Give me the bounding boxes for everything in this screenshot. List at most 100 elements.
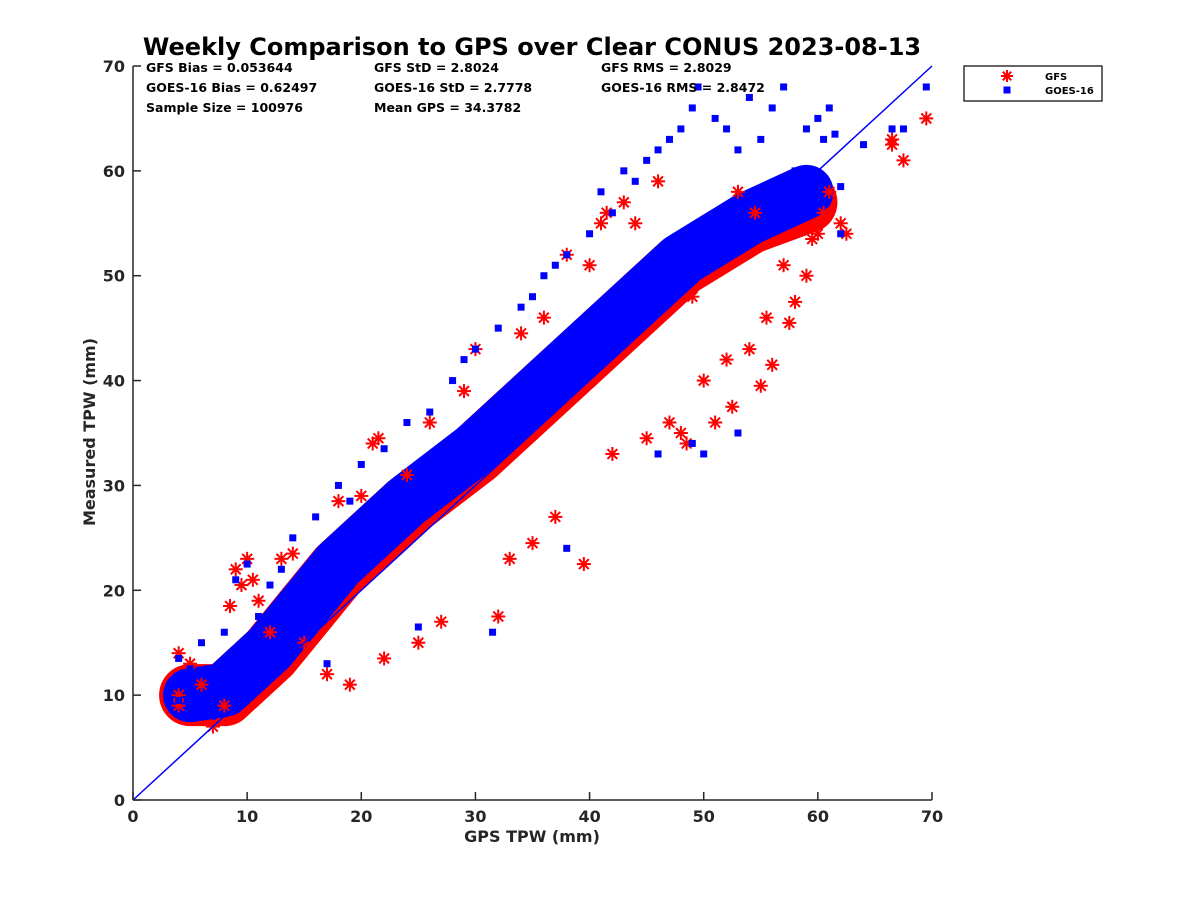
- stat-text: GFS RMS = 2.8029: [601, 60, 732, 75]
- axes: 0 10 20 30 40 50 60 70 0 10 20 30 40 50 60 70: [103, 57, 943, 826]
- goes16-point: [529, 293, 536, 301]
- goes16-point: [220, 628, 228, 636]
- asterisk-stroke: [424, 416, 436, 429]
- legend-goes16-marker: [1003, 86, 1011, 94]
- x-tick-label: 50: [693, 807, 715, 826]
- asterisk-stroke: [412, 637, 425, 649]
- gfs-point: [576, 557, 591, 572]
- goes16-point: [243, 560, 251, 568]
- goes16-point: [266, 581, 274, 589]
- goes16-point: [494, 324, 502, 332]
- asterisk-stroke: [195, 679, 208, 691]
- gfs-point: [673, 426, 688, 440]
- asterisk-stroke: [492, 610, 504, 623]
- y-tick-label: 0: [114, 791, 125, 810]
- goes16-point: [899, 125, 907, 133]
- goes16-point: [460, 356, 468, 364]
- goes16-point: [768, 104, 776, 112]
- gfs-point: [782, 315, 797, 330]
- asterisk-stroke: [458, 385, 470, 397]
- goes16-point: [734, 429, 742, 437]
- asterisk-stroke: [578, 558, 590, 570]
- asterisk-stroke: [663, 416, 676, 429]
- gfs-point: [788, 294, 803, 309]
- asterisk-stroke: [766, 359, 778, 371]
- gfs-point: [217, 698, 232, 713]
- asterisk-stroke: [675, 427, 687, 439]
- y-tick-label: 40: [103, 372, 125, 391]
- goes16-point: [289, 534, 297, 542]
- stats-annotations: GFS Bias = 0.053644 GFS StD = 2.8024 GFS R…: [146, 60, 765, 115]
- gfs-point: [833, 216, 848, 231]
- goes16-point: [540, 272, 548, 280]
- goes16-point: [471, 345, 479, 353]
- goes16-point: [597, 188, 605, 196]
- gfs-point: [759, 310, 774, 325]
- asterisk-stroke: [709, 416, 721, 429]
- gfs-point: [725, 399, 740, 414]
- gfs-point: [525, 536, 540, 551]
- goes16-point: [277, 565, 285, 573]
- asterisk-stroke: [321, 668, 333, 680]
- asterisk-stroke: [755, 380, 767, 392]
- asterisk-stroke: [817, 207, 830, 219]
- asterisk-stroke: [549, 511, 561, 523]
- asterisk-stroke: [640, 432, 653, 444]
- gfs-point: [411, 635, 426, 650]
- dense-point-clouds: [159, 164, 838, 727]
- goes16-point: [357, 460, 365, 468]
- asterisk-stroke: [355, 490, 367, 502]
- x-tick-label: 30: [464, 807, 486, 826]
- asterisk-stroke: [583, 259, 596, 271]
- gfs-point: [342, 677, 357, 692]
- goes16-point: [734, 146, 742, 154]
- goes16-point: [255, 613, 263, 620]
- y-tick-label: 10: [103, 686, 125, 705]
- gfs-point: [730, 184, 745, 199]
- gfs-point: [377, 651, 392, 666]
- goes16-point: [654, 450, 662, 458]
- goes16-point: [489, 628, 497, 636]
- x-axis-label: GPS TPW (mm): [464, 827, 600, 846]
- goes16-point: [426, 408, 434, 416]
- goes16-point: [831, 130, 839, 138]
- goes16-point: [654, 146, 662, 154]
- asterisk-stroke: [224, 600, 236, 612]
- asterisk-stroke: [629, 217, 641, 229]
- goes16-point: [186, 665, 194, 673]
- gfs-point: [422, 415, 437, 430]
- asterisk-stroke: [760, 312, 773, 324]
- goes16-point: [175, 654, 183, 662]
- goes16-point: [791, 167, 799, 175]
- gfs-point: [685, 289, 700, 304]
- goes16-point: [232, 576, 240, 584]
- goes16-point: [620, 167, 628, 175]
- goes16-point: [312, 513, 320, 521]
- asterisk-stroke: [504, 553, 516, 565]
- goes16-point: [837, 230, 845, 238]
- chart-title: Weekly Comparison to GPS over Clear CONU…: [143, 33, 921, 61]
- gfs-point: [228, 562, 243, 577]
- asterisk-stroke: [435, 616, 447, 628]
- asterisk-stroke: [783, 317, 795, 329]
- asterisk-stroke: [287, 547, 299, 560]
- goes16-point: [745, 93, 753, 101]
- goes16-point: [563, 251, 571, 259]
- gfs-point: [354, 488, 369, 503]
- asterisk-stroke: [618, 196, 630, 208]
- data-points: [171, 83, 934, 734]
- asterisk-stroke: [823, 186, 835, 198]
- asterisk-stroke: [378, 652, 390, 665]
- gfs-point: [399, 467, 414, 482]
- y-tick-label: 20: [103, 581, 125, 600]
- gfs-point: [274, 551, 289, 566]
- goes16-point: [449, 377, 457, 385]
- goes16-point: [175, 696, 183, 704]
- asterisk-stroke: [344, 679, 356, 691]
- asterisk-stroke: [743, 343, 756, 355]
- stat-text: GOES-16 StD = 2.7778: [374, 80, 532, 95]
- goes16-dense-cloud: [163, 164, 834, 723]
- goes16-point: [860, 141, 868, 149]
- asterisk-stroke: [606, 448, 619, 460]
